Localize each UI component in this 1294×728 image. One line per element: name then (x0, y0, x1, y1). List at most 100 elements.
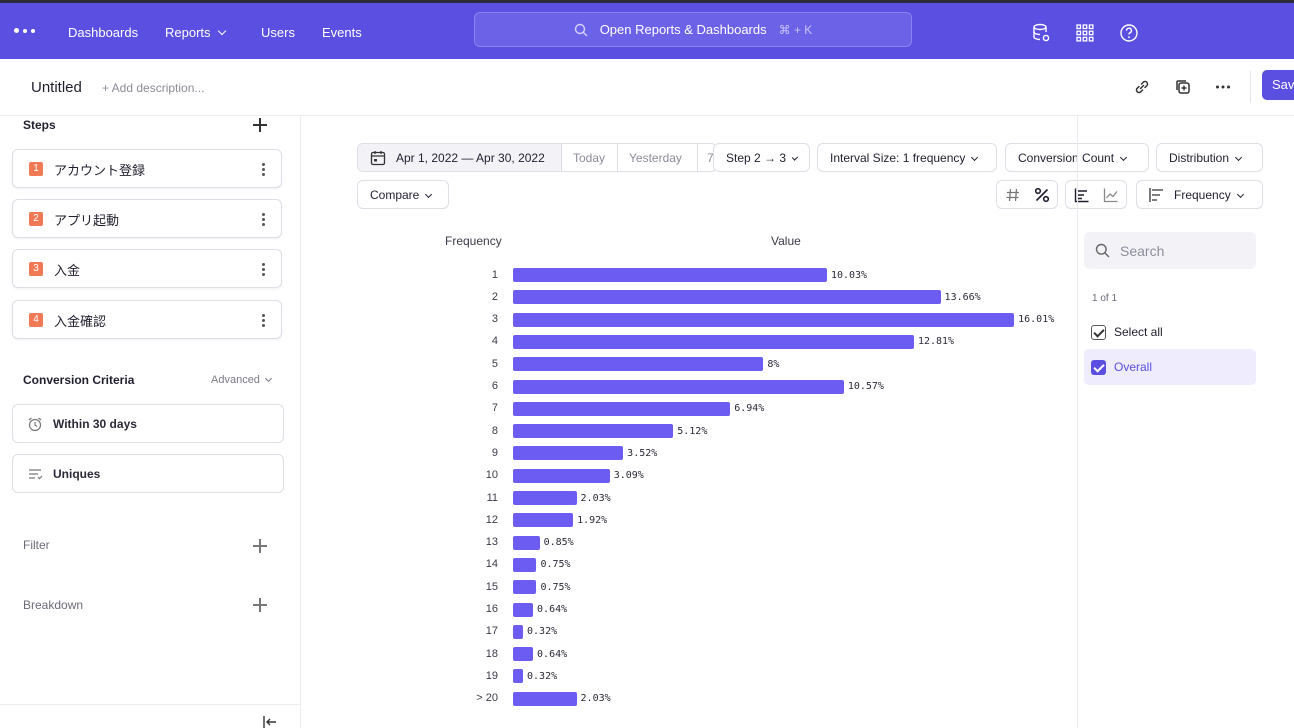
bar[interactable] (513, 424, 674, 439)
mixpanel-logo-icon[interactable] (14, 28, 35, 33)
report-title[interactable]: Untitled (31, 79, 82, 96)
bar[interactable] (513, 602, 534, 617)
hash-icon[interactable] (1005, 187, 1021, 203)
breakdown-title: Breakdown (23, 598, 84, 612)
view-type-select[interactable]: Distribution (1156, 143, 1263, 172)
bar[interactable] (513, 334, 914, 349)
more-options-icon[interactable] (1213, 77, 1233, 97)
chevron-down-icon (425, 190, 433, 199)
nav-reports[interactable]: Reports (165, 25, 226, 40)
bar[interactable] (513, 513, 574, 528)
data-settings-icon[interactable] (1031, 23, 1051, 43)
description-field[interactable]: + Add description... (102, 81, 205, 95)
step-event-name: アカウント登録 (54, 163, 146, 178)
kebab-menu-icon[interactable] (262, 263, 265, 278)
query-builder-sidebar: Steps 1 アカウント登録 2 アプリ起動 3 入金 4 入金確認 Conv… (0, 116, 301, 728)
legend-search-input[interactable]: Search (1084, 232, 1256, 269)
date-range-picker[interactable]: Apr 1, 2022 — Apr 30, 2022 Today Yesterd… (357, 143, 717, 172)
interval-size-label: Interval Size: 1 frequency (830, 150, 966, 165)
help-icon[interactable] (1119, 23, 1139, 43)
frequency-label: 18 (485, 647, 498, 660)
bar[interactable] (513, 691, 577, 706)
counting-method-field[interactable]: Uniques (12, 454, 284, 493)
bar-value-label: 0.75% (540, 581, 571, 593)
compare-button[interactable]: Compare (357, 180, 449, 209)
bar[interactable] (513, 580, 537, 595)
search-shortcut: ⌘ + K (778, 22, 813, 37)
bar[interactable] (513, 446, 624, 461)
bar[interactable] (513, 535, 540, 550)
save-button[interactable]: Save (1262, 70, 1294, 100)
bar[interactable] (513, 357, 764, 372)
bar-value-label: 0.64% (537, 648, 568, 660)
link-icon[interactable] (1132, 77, 1152, 97)
line-chart-icon[interactable] (1103, 187, 1119, 203)
bar[interactable] (513, 401, 731, 416)
legend-item-overall[interactable] (1084, 349, 1256, 385)
bar[interactable] (513, 468, 610, 483)
add-step-plus-icon[interactable] (253, 118, 267, 132)
date-7d-option[interactable]: 7 (707, 151, 714, 165)
step-number-badge: 3 (29, 262, 43, 276)
duplicate-icon[interactable] (1173, 77, 1193, 97)
global-search[interactable]: Open Reports & Dashboards ⌘ + K (474, 12, 912, 47)
bar[interactable] (513, 647, 534, 662)
advanced-label: Advanced (211, 374, 260, 386)
date-range-selected[interactable]: Apr 1, 2022 — Apr 30, 2022 (358, 144, 562, 171)
bar-value-label: 5.12% (677, 425, 708, 437)
kebab-menu-icon[interactable] (262, 163, 265, 178)
legend-panel (1077, 116, 1294, 728)
funnel-step[interactable]: 2 アプリ起動 (12, 199, 282, 238)
sort-select[interactable]: Frequency (1136, 180, 1263, 209)
search-icon (574, 23, 588, 36)
interval-size-select[interactable]: Interval Size: 1 frequency (817, 143, 997, 172)
frequency-label: 7 (491, 402, 498, 415)
bar[interactable] (513, 268, 827, 282)
frequency-label: 11 (486, 491, 498, 504)
date-today-option[interactable]: Today (573, 151, 606, 165)
nav-events[interactable]: Events (322, 25, 362, 40)
percent-icon[interactable] (1034, 187, 1050, 203)
conversion-criteria-title: Conversion Criteria (23, 373, 135, 387)
bar[interactable] (513, 312, 1015, 327)
funnel-step[interactable]: 3 入金 (12, 249, 282, 288)
frequency-label: > 20 (476, 692, 498, 705)
kebab-menu-icon[interactable] (262, 213, 265, 228)
add-filter-plus-icon[interactable] (253, 539, 267, 553)
bar[interactable] (513, 669, 524, 684)
funnel-step[interactable]: 1 アカウント登録 (12, 149, 282, 188)
kebab-menu-icon[interactable] (262, 314, 265, 329)
metric-label: Conversion Count (1018, 150, 1115, 165)
date-yesterday-option[interactable]: Yesterday (629, 151, 682, 165)
bar-value-label: 0.64% (537, 604, 568, 615)
date-divider (697, 144, 698, 171)
select-all-label[interactable]: Select all (1114, 325, 1163, 339)
advanced-toggle[interactable]: Advanced (211, 374, 272, 386)
sort-label: Frequency (1174, 187, 1231, 202)
step-selector[interactable]: Step 2 → 3 (713, 143, 810, 172)
bar[interactable] (513, 491, 577, 505)
add-breakdown-plus-icon[interactable] (253, 598, 267, 612)
bar[interactable] (513, 557, 537, 572)
collapse-sidebar-icon[interactable] (262, 716, 278, 728)
funnel-step[interactable]: 4 入金確認 (12, 300, 282, 339)
bar[interactable] (513, 379, 844, 394)
overall-checkbox[interactable] (1091, 360, 1106, 375)
conversion-window-field[interactable]: Within 30 days (12, 404, 284, 443)
select-all-checkbox[interactable] (1091, 325, 1106, 340)
counting-method-icon (29, 469, 43, 480)
bar-chart-icon[interactable] (1074, 187, 1090, 203)
nav-users[interactable]: Users (261, 25, 295, 40)
date-range-label: Apr 1, 2022 — Apr 30, 2022 (396, 151, 545, 165)
bar-value-label: 10.57% (847, 381, 884, 392)
frequency-label: 2 (491, 290, 498, 303)
step-event-name: アプリ起動 (54, 213, 120, 228)
frequency-label: 16 (485, 603, 498, 615)
compare-label: Compare (370, 187, 420, 202)
step-event-name: 入金 (54, 263, 81, 278)
bar[interactable] (513, 290, 941, 305)
bar[interactable] (513, 624, 524, 639)
apps-grid-icon[interactable] (1075, 23, 1095, 43)
nav-dashboards[interactable]: Dashboards (68, 25, 139, 40)
legend-count: 1 of 1 (1092, 293, 1118, 304)
